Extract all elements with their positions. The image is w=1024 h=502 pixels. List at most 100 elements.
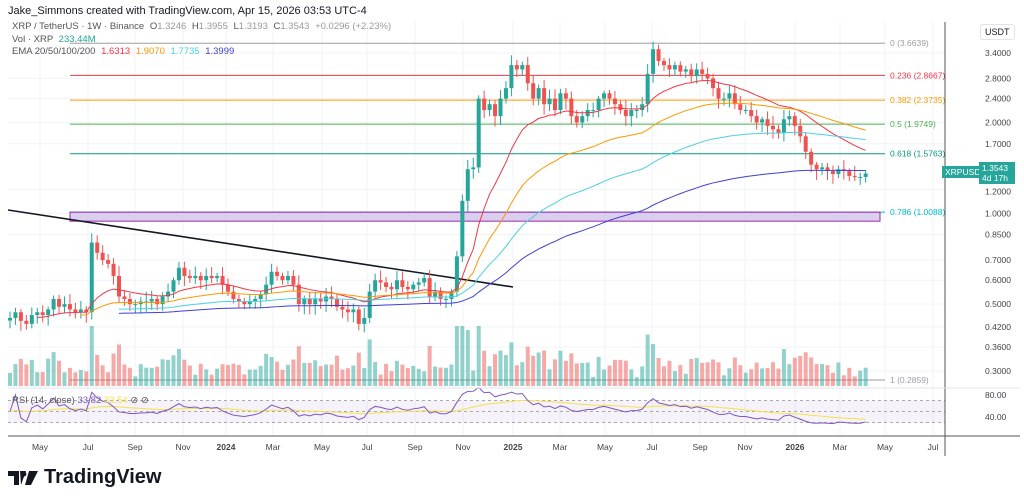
candle-body	[351, 309, 356, 313]
time-tick: Sep	[127, 442, 142, 452]
volume-bar	[394, 360, 399, 386]
candle-body	[405, 286, 410, 290]
candle-body	[285, 275, 290, 281]
candle-body	[662, 60, 666, 66]
currency-unit[interactable]: USDT	[980, 24, 1015, 40]
candle-body	[433, 291, 438, 297]
volume-bar	[602, 369, 607, 386]
volume-bar	[781, 349, 786, 386]
volume-bar	[100, 365, 105, 386]
volume-bar	[13, 364, 18, 386]
candle-body	[220, 275, 225, 285]
volume-bar	[384, 363, 389, 386]
candle-body	[296, 284, 301, 305]
candle-body	[645, 73, 650, 105]
volume-bar	[580, 362, 585, 386]
volume-bar	[863, 367, 868, 386]
candle-body	[781, 119, 786, 133]
symbol-name[interactable]: XRP / TetherUS · 1W · Binance	[12, 21, 145, 32]
volume-label[interactable]: Vol · XRP	[12, 33, 54, 45]
candle-body	[612, 98, 617, 105]
time-tick: Nov	[737, 442, 753, 452]
candle-body	[215, 275, 220, 279]
volume-bar	[226, 365, 230, 386]
volume-bar	[531, 355, 536, 386]
volume-bar	[847, 367, 852, 386]
fib-level-label: 0 (3.6639)	[890, 38, 929, 48]
volume-bar	[8, 372, 12, 386]
volume-bar	[520, 362, 525, 386]
price-tick: 2.8000	[985, 73, 1011, 83]
price-tick: 0.4200	[985, 322, 1011, 332]
candle-body	[416, 282, 421, 285]
low-value: 1.3193	[238, 21, 268, 32]
volume-value: 233.44M	[58, 33, 96, 45]
tradingview-logo[interactable]: TradingView	[8, 466, 161, 489]
volume-bar	[422, 371, 427, 386]
volume-bar	[367, 339, 372, 386]
candle-body	[362, 317, 367, 324]
price-tick: 0.6000	[985, 275, 1011, 285]
time-tick: Jul	[928, 442, 939, 452]
fib-level-label: 0.618 (1.5763)	[890, 149, 945, 159]
time-tick: May	[32, 442, 49, 452]
candle-body	[13, 312, 18, 318]
candle-body	[89, 242, 94, 313]
candle-body	[40, 312, 45, 316]
candle-body	[117, 275, 121, 297]
rsi-label[interactable]: RSI (14, close)	[12, 395, 75, 406]
volume-bar	[166, 359, 171, 386]
candle-body	[46, 309, 51, 316]
ema-label[interactable]: EMA 20/50/100/200	[12, 46, 96, 57]
time-tick: May	[314, 442, 331, 452]
price-tick: 2.4000	[985, 94, 1011, 104]
ema100-value: 1.7735	[170, 46, 200, 57]
volume-bar	[482, 350, 487, 386]
candle-body	[667, 65, 672, 70]
candle-body	[438, 291, 443, 299]
candle-body	[711, 78, 716, 89]
hide-icon[interactable]: ⊘ ⊘	[130, 395, 149, 406]
candle-body	[269, 271, 274, 285]
candle-body	[449, 291, 454, 299]
candle-body	[307, 298, 312, 305]
candle-body	[78, 309, 83, 313]
bar-countdown: 4d 17h	[982, 173, 1008, 183]
volume-bar	[351, 365, 356, 386]
candle-body	[345, 309, 350, 313]
volume-bar	[160, 359, 165, 386]
volume-bar	[106, 372, 111, 386]
volume-bar	[792, 357, 797, 386]
candle-body	[607, 93, 612, 99]
candle-body	[149, 298, 154, 302]
volume-bar	[754, 362, 759, 386]
volume-bar	[176, 348, 181, 386]
time-tick: Mar	[833, 442, 848, 452]
volume-bar	[493, 354, 498, 386]
candle-body	[280, 275, 285, 281]
candle-body	[591, 110, 596, 112]
volume-bar	[836, 362, 841, 386]
candle-body	[111, 263, 116, 276]
volume-bar	[558, 350, 563, 386]
volume-bar	[460, 326, 465, 386]
volume-bar	[574, 363, 579, 386]
candle-body	[623, 110, 628, 117]
symbol-row: XRP / TetherUS · 1W · Binance O1.3246 H1…	[12, 21, 392, 32]
candle-body	[318, 298, 323, 302]
candle-body	[569, 98, 574, 117]
volume-bar	[683, 373, 688, 386]
volume-bar	[607, 365, 612, 386]
volume-bar	[269, 357, 274, 386]
volume-bar	[57, 360, 62, 386]
rsi-tick: 80.00	[985, 390, 1007, 400]
volume-bar	[503, 355, 508, 386]
volume-bar	[514, 365, 519, 386]
volume-bar	[264, 353, 269, 386]
rsi-tick: 40.00	[985, 412, 1007, 422]
open-value: 1.3246	[157, 21, 187, 32]
candle-body	[133, 304, 138, 306]
volume-bar	[596, 356, 601, 386]
candle-body	[765, 119, 770, 126]
